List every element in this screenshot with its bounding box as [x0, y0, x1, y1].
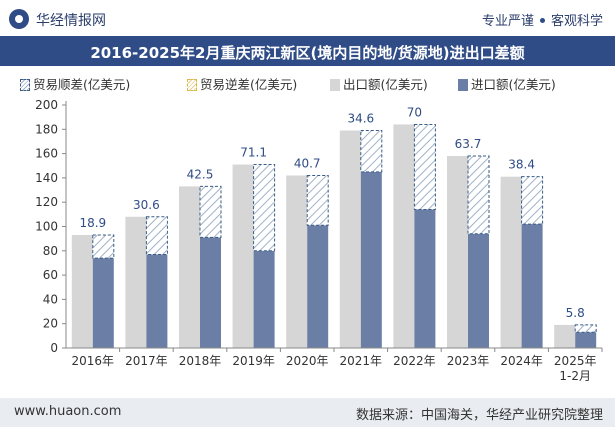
- export-bar: [500, 176, 522, 348]
- x-category-label: 2020年: [286, 354, 329, 368]
- import-bar: [468, 233, 489, 348]
- y-tick-label: 180: [35, 122, 58, 136]
- x-category-label: 2018年: [179, 354, 222, 368]
- import-bar: [200, 237, 221, 348]
- bullet-dot-icon: [539, 18, 545, 23]
- x-category-label: 2022年: [393, 354, 436, 368]
- surplus-data-label: 40.7: [294, 156, 321, 170]
- legend-label-import: 进口额(亿美元): [471, 77, 556, 92]
- surplus-swatch-icon: [20, 79, 30, 91]
- export-bar: [286, 175, 308, 348]
- footer-data-source: 数据来源：中国海关，华经产业研究院整理: [355, 408, 603, 423]
- export-bar: [179, 186, 200, 348]
- legend-label-surplus: 贸易顺差(亿美元): [33, 77, 131, 92]
- top-header: 华经情报网 专业严谨 客观科学: [0, 0, 615, 36]
- brand-name: 华经情报网: [36, 13, 106, 29]
- legend-item-surplus: 贸易顺差(亿美元): [20, 74, 130, 93]
- surplus-data-label: 70: [407, 105, 422, 119]
- surplus-bar: [92, 234, 115, 259]
- legend-label-deficit: 贸易逆差(亿美元): [200, 77, 298, 92]
- import-bar: [92, 258, 114, 348]
- import-bar: [360, 171, 382, 348]
- legend-item-import: 进口额(亿美元): [458, 74, 556, 93]
- x-category-label: 2023年: [447, 354, 490, 368]
- y-tick-label: 20: [43, 317, 58, 331]
- data-labels-group: 18.9 30.6 42.5 71.1 40.7 34.6 70 63.7 38.4 5.8: [79, 105, 584, 319]
- import-bar: [307, 225, 329, 348]
- import-bar: [253, 250, 275, 348]
- tagline: 专业严谨 客观科学: [482, 10, 603, 29]
- y-tick-label: 40: [43, 292, 58, 306]
- surplus-bar: [306, 174, 329, 226]
- surplus-data-label: 30.6: [133, 198, 160, 212]
- surplus-bar: [145, 216, 168, 255]
- surplus-bar: [253, 164, 276, 252]
- surplus-data-label: 38.4: [508, 158, 535, 172]
- surplus-bar: [467, 155, 490, 235]
- chart-legend: 贸易顺差(亿美元) 贸易逆差(亿美元) 出口额(亿美元) 进口额(亿美元): [0, 72, 615, 94]
- export-swatch-icon: [330, 79, 340, 91]
- surplus-data-label: 34.6: [347, 112, 374, 126]
- surplus-bar: [521, 176, 544, 225]
- export-bar: [393, 124, 415, 348]
- import-bar: [146, 254, 168, 348]
- surplus-data-label: 42.5: [187, 167, 214, 181]
- surplus-bar: [360, 130, 383, 173]
- export-bar: [447, 156, 468, 348]
- x-category-label: 2024年: [500, 354, 543, 368]
- import-swatch-icon: [458, 79, 468, 91]
- surplus-bar: [413, 123, 436, 210]
- footer-bar: www.huaon.com 数据来源：中国海关，华经产业研究院整理: [0, 398, 615, 427]
- tagline-left: 专业严谨: [481, 14, 534, 29]
- surplus-data-label: 18.9: [79, 216, 106, 230]
- y-tick-label: 200: [35, 98, 58, 112]
- x-category-label: 2025年: [554, 354, 597, 368]
- export-bar: [339, 130, 361, 348]
- surplus-data-label: 71.1: [240, 146, 267, 160]
- tagline-right: 客观科学: [550, 14, 603, 29]
- y-tick-label: 100: [35, 220, 58, 234]
- footer-site-url[interactable]: www.huaon.com: [14, 404, 122, 419]
- x-category-label: 2016年: [72, 354, 115, 368]
- y-tick-label: 120: [35, 195, 58, 209]
- y-tick-label: 80: [43, 244, 58, 258]
- x-category-label: 1-2月: [559, 369, 591, 383]
- surplus-bar: [574, 324, 597, 333]
- y-tick-label: 140: [35, 171, 58, 185]
- legend-item-export: 出口额(亿美元): [330, 74, 428, 93]
- export-bar: [554, 324, 576, 348]
- export-bar: [71, 235, 93, 348]
- x-category-label: 2017年: [125, 354, 168, 368]
- x-category-label: 2021年: [340, 354, 383, 368]
- export-bar: [232, 164, 254, 348]
- surplus-data-label: 5.8: [566, 306, 585, 320]
- export-bar: [125, 216, 147, 348]
- surplus-data-label: 63.7: [455, 137, 482, 151]
- import-bar: [414, 209, 436, 348]
- deficit-swatch-icon: [187, 79, 197, 91]
- legend-label-export: 出口额(亿美元): [343, 77, 428, 92]
- import-bar: [575, 332, 597, 348]
- y-tick-label: 160: [35, 147, 58, 161]
- title-bar: 2016-2025年2月重庆两江新区(境内目的地/货源地)进出口差额: [0, 36, 615, 66]
- axes-group: 0 20 40 60 80 100 120 140 160 180 200 2016年 2017年 201…: [35, 98, 603, 383]
- y-tick-label: 60: [43, 268, 58, 282]
- import-bar: [521, 224, 543, 348]
- x-category-label: 2019年: [232, 354, 275, 368]
- bars-group: [71, 123, 597, 348]
- y-tick-label: 0: [50, 341, 58, 355]
- huajing-logo-icon: [9, 9, 29, 29]
- legend-item-deficit: 贸易逆差(亿美元): [187, 74, 297, 93]
- chart-title: 2016-2025年2月重庆两江新区(境内目的地/货源地)进出口差额: [90, 44, 525, 62]
- surplus-bar: [199, 185, 222, 238]
